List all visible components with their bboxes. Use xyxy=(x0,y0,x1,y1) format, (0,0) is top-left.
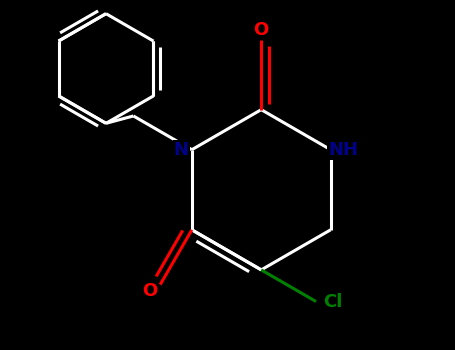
Text: Cl: Cl xyxy=(323,293,343,310)
Text: NH: NH xyxy=(328,141,358,159)
Text: O: O xyxy=(253,21,269,38)
Text: N: N xyxy=(174,141,189,159)
Text: O: O xyxy=(142,282,157,300)
